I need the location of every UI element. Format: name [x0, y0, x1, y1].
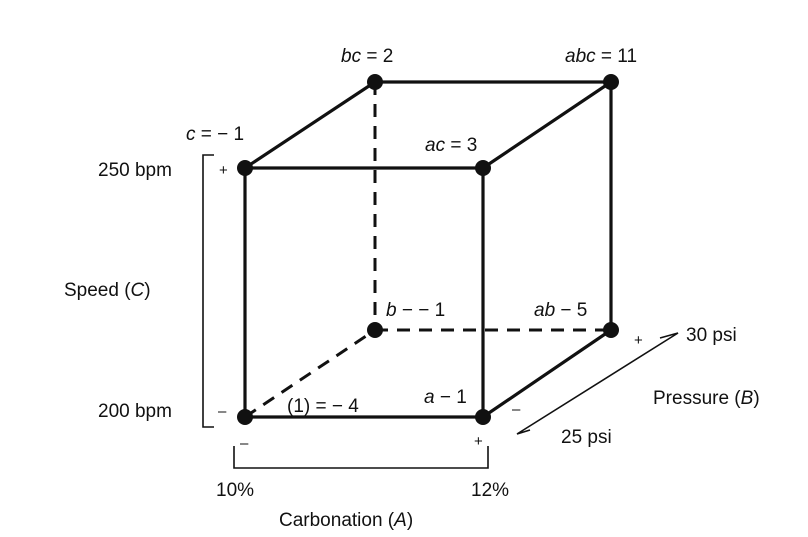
- carbonation-plus-sign: +: [474, 433, 483, 450]
- vertex-ab: [603, 322, 619, 338]
- vertex-label-b: b − − 1: [386, 300, 446, 321]
- speed-plus-sign: +: [219, 162, 228, 179]
- vertex-b: [367, 322, 383, 338]
- pressure-high-level: 30 psi: [686, 325, 737, 346]
- carbonation-minus-sign: –: [240, 435, 249, 452]
- speed-low-level: 200 bpm: [98, 401, 172, 422]
- pressure-bracket: [516, 332, 679, 435]
- carbonation-high-level: 12%: [471, 480, 510, 501]
- pressure-low-level: 25 psi: [561, 427, 612, 448]
- vertex-label-abc: abc = 11: [565, 46, 638, 67]
- vertex-a: [475, 409, 491, 425]
- vertex-label-c: c = − 1: [186, 124, 245, 145]
- vertex-label-ab: ab − 5: [534, 300, 588, 321]
- vertex-label-a: a − 1: [424, 387, 467, 408]
- speed-bracket: [202, 154, 214, 428]
- carbonation-low-level: 10%: [216, 480, 255, 501]
- speed-minus-sign: –: [218, 403, 227, 420]
- vertex-one: [237, 409, 253, 425]
- speed-high-level: 250 bpm: [98, 160, 172, 181]
- carbonation-axis-label: Carbonation (A): [279, 510, 414, 531]
- pressure-plus-sign: +: [634, 332, 643, 349]
- edge-c-bc: [243, 80, 377, 170]
- vertex-bc: [367, 74, 383, 90]
- vertex-ac: [475, 160, 491, 176]
- vertex-label-bc: bc = 2: [341, 46, 394, 67]
- carbonation-bracket: [233, 446, 489, 469]
- edge-a-ab: [481, 328, 613, 419]
- vertex-abc: [603, 74, 619, 90]
- vertex-label-ac: ac = 3: [425, 135, 478, 156]
- vertex-label-one: (1) = − 4: [287, 396, 359, 417]
- speed-axis-label: Speed (C): [64, 280, 151, 301]
- edge-ac-abc: [481, 80, 613, 170]
- pressure-minus-sign: –: [512, 401, 521, 418]
- vertex-c: [237, 160, 253, 176]
- edge-one-b-hidden: [244, 328, 376, 419]
- pressure-axis-label: Pressure (B): [653, 388, 760, 409]
